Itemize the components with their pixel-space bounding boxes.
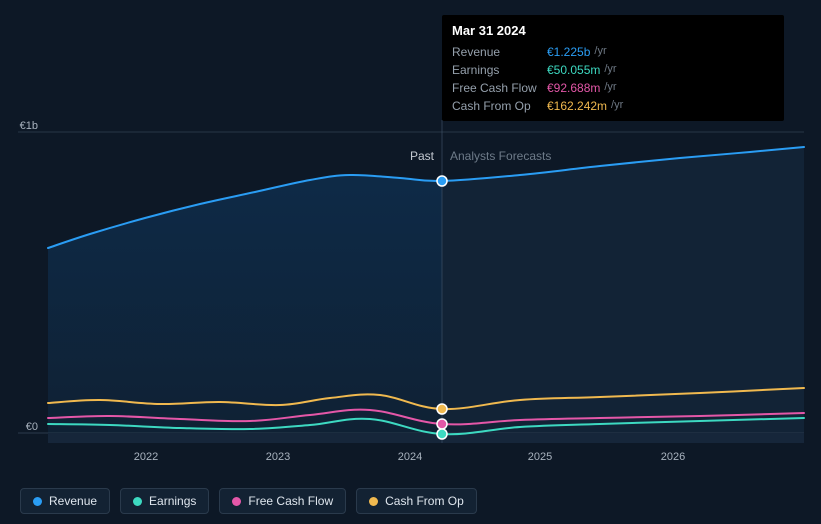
legend-dot-icon [33, 497, 42, 506]
tooltip-row-value: €162.242m [547, 97, 607, 115]
legend-dot-icon [232, 497, 241, 506]
legend-toggle-free-cash-flow[interactable]: Free Cash Flow [219, 488, 346, 514]
svg-text:€1b: €1b [20, 120, 38, 132]
tooltip-row: Earnings€50.055m/yr [452, 61, 774, 79]
legend-toggle-earnings[interactable]: Earnings [120, 488, 209, 514]
tooltip-row-label: Revenue [452, 43, 547, 61]
tooltip-row-suffix: /yr [611, 97, 623, 115]
tooltip-row-suffix: /yr [604, 79, 616, 97]
tooltip-row-value: €92.688m [547, 79, 600, 97]
tooltip-row: Revenue€1.225b/yr [452, 43, 774, 61]
svg-text:2023: 2023 [266, 451, 290, 463]
tooltip-row-label: Free Cash Flow [452, 79, 547, 97]
legend-dot-icon [133, 497, 142, 506]
legend-label: Free Cash Flow [248, 494, 333, 508]
legend-dot-icon [369, 497, 378, 506]
tooltip-row-value: €50.055m [547, 61, 600, 79]
legend-label: Cash From Op [385, 494, 464, 508]
legend-label: Revenue [49, 494, 97, 508]
svg-text:Analysts Forecasts: Analysts Forecasts [450, 149, 551, 163]
tooltip-date: Mar 31 2024 [452, 21, 774, 41]
legend-toggle-cash-from-op[interactable]: Cash From Op [356, 488, 477, 514]
tooltip-row: Cash From Op€162.242m/yr [452, 97, 774, 115]
tooltip-row-suffix: /yr [604, 61, 616, 79]
legend-label: Earnings [149, 494, 196, 508]
tooltip-row-value: €1.225b [547, 43, 590, 61]
svg-text:2022: 2022 [134, 451, 158, 463]
tooltip-row-label: Cash From Op [452, 97, 547, 115]
svg-text:2024: 2024 [398, 451, 422, 463]
financials-chart: €0 €1b 2022 2023 2024 2025 2026 Past Analysts Fo… [0, 0, 821, 524]
svg-text:€0: €0 [26, 421, 38, 433]
svg-text:2026: 2026 [661, 451, 685, 463]
tooltip-row-suffix: /yr [594, 43, 606, 61]
svg-text:Past: Past [410, 149, 435, 163]
tooltip-row: Free Cash Flow€92.688m/yr [452, 79, 774, 97]
chart-tooltip: Mar 31 2024 Revenue€1.225b/yrEarnings€50… [442, 15, 784, 121]
svg-text:2025: 2025 [528, 451, 552, 463]
tooltip-row-label: Earnings [452, 61, 547, 79]
chart-legend: Revenue Earnings Free Cash Flow Cash From O… [20, 488, 477, 514]
legend-toggle-revenue[interactable]: Revenue [20, 488, 110, 514]
